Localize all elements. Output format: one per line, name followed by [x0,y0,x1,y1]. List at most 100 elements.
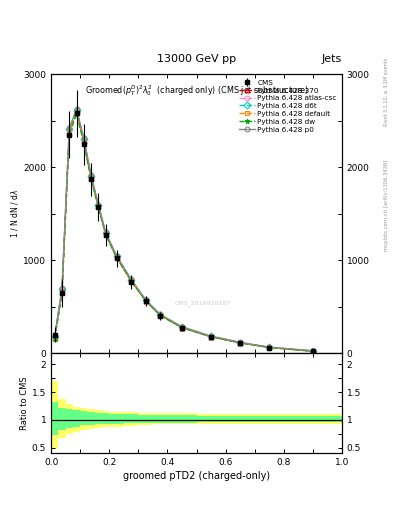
Pythia 6.428 d6t [67,126,72,132]
Pythia 6.428 d6t [143,297,148,303]
Pythia 6.428 p0 [81,135,86,141]
Pythia 6.428 atlas-csc [96,202,101,208]
Pythia 6.428 atlas-csc [89,174,94,180]
Pythia 6.428 default [60,288,64,294]
Pythia 6.428 default [238,339,242,346]
Pythia 6.428 default [67,129,72,135]
Pythia 6.428 dw [143,297,148,304]
Y-axis label: 1 / $\mathrm{N}$ d$\mathrm{N}$ / d$\lambda$: 1 / $\mathrm{N}$ d$\mathrm{N}$ / d$\lamb… [9,189,20,238]
Pythia 6.428 dw [60,289,64,295]
Pythia 6.428 p0 [96,201,101,207]
Pythia 6.428 370 [96,203,101,209]
Pythia 6.428 d6t [74,107,79,113]
Pythia 6.428 p0 [52,333,57,339]
Pythia 6.428 dw [238,340,242,346]
Pythia 6.428 atlas-csc [310,348,315,354]
Pythia 6.428 default [96,203,101,209]
Pythia 6.428 p0 [114,252,119,259]
Pythia 6.428 dw [158,312,163,318]
Pythia 6.428 370 [74,109,79,115]
Pythia 6.428 dw [180,325,184,331]
Pythia 6.428 atlas-csc [60,287,64,293]
Pythia 6.428 default [114,254,119,260]
Pythia 6.428 d6t [60,286,64,292]
Pythia 6.428 d6t [267,344,272,350]
Pythia 6.428 atlas-csc [67,127,72,133]
Pythia 6.428 d6t [310,348,315,354]
Pythia 6.428 atlas-csc [158,312,163,318]
Pythia 6.428 p0 [67,125,72,131]
Pythia 6.428 p0 [238,339,242,346]
Pythia 6.428 dw [81,140,86,146]
Pythia 6.428 default [129,278,134,284]
Text: Jets: Jets [321,54,342,64]
Pythia 6.428 p0 [310,348,315,354]
Pythia 6.428 atlas-csc [143,297,148,303]
Pythia 6.428 atlas-csc [209,333,213,339]
Pythia 6.428 p0 [60,285,64,291]
Line: Pythia 6.428 370: Pythia 6.428 370 [52,109,315,354]
Pythia 6.428 d6t [52,334,57,340]
Pythia 6.428 atlas-csc [129,277,134,283]
Pythia 6.428 default [267,345,272,351]
Pythia 6.428 atlas-csc [74,108,79,114]
Pythia 6.428 370 [238,340,242,346]
Pythia 6.428 default [103,231,108,237]
Pythia 6.428 370 [143,297,148,304]
Pythia 6.428 atlas-csc [52,334,57,340]
Pythia 6.428 370 [52,335,57,341]
Pythia 6.428 atlas-csc [238,339,242,346]
Pythia 6.428 default [81,138,86,144]
Line: Pythia 6.428 dw: Pythia 6.428 dw [52,112,315,354]
X-axis label: groomed pTD2 (charged-only): groomed pTD2 (charged-only) [123,471,270,481]
Pythia 6.428 atlas-csc [267,344,272,350]
Pythia 6.428 p0 [180,324,184,330]
Pythia 6.428 dw [267,345,272,351]
Pythia 6.428 dw [310,348,315,354]
Pythia 6.428 default [74,109,79,115]
Line: Pythia 6.428 d6t: Pythia 6.428 d6t [52,108,315,353]
Pythia 6.428 atlas-csc [81,137,86,143]
Pythia 6.428 370 [89,175,94,181]
Pythia 6.428 d6t [89,173,94,179]
Pythia 6.428 370 [114,254,119,260]
Pythia 6.428 dw [52,335,57,342]
Text: Groomed$(p_T^D)^2\lambda_0^2$  (charged only) (CMS jet substructure): Groomed$(p_T^D)^2\lambda_0^2$ (charged o… [84,82,309,97]
Pythia 6.428 d6t [81,136,86,142]
Pythia 6.428 370 [103,231,108,237]
Pythia 6.428 d6t [96,202,101,208]
Pythia 6.428 dw [114,254,119,261]
Pythia 6.428 atlas-csc [103,230,108,237]
Pythia 6.428 default [180,325,184,331]
Line: Pythia 6.428 default: Pythia 6.428 default [52,110,315,353]
Text: 13000 GeV pp: 13000 GeV pp [157,54,236,64]
Pythia 6.428 default [158,312,163,318]
Pythia 6.428 p0 [74,106,79,112]
Pythia 6.428 dw [209,334,213,340]
Pythia 6.428 370 [310,348,315,354]
Pythia 6.428 d6t [158,312,163,318]
Pythia 6.428 d6t [129,276,134,283]
Pythia 6.428 dw [96,204,101,210]
Pythia 6.428 370 [209,334,213,340]
Pythia 6.428 p0 [158,311,163,317]
Pythia 6.428 atlas-csc [180,324,184,330]
Pythia 6.428 370 [180,325,184,331]
Y-axis label: Ratio to CMS: Ratio to CMS [20,376,29,430]
Text: mcplots.cern.ch [arXiv:1306.3436]: mcplots.cern.ch [arXiv:1306.3436] [384,159,389,250]
Text: CMS_2019920187: CMS_2019920187 [174,301,230,306]
Pythia 6.428 dw [74,111,79,117]
Pythia 6.428 d6t [238,339,242,346]
Line: Pythia 6.428 p0: Pythia 6.428 p0 [52,106,315,353]
Pythia 6.428 atlas-csc [114,253,119,260]
Pythia 6.428 p0 [209,333,213,339]
Pythia 6.428 d6t [180,324,184,330]
Pythia 6.428 dw [89,176,94,182]
Pythia 6.428 dw [67,131,72,137]
Pythia 6.428 d6t [114,253,119,259]
Text: Rivet 3.1.10, ≥ 3.1M events: Rivet 3.1.10, ≥ 3.1M events [384,58,389,126]
Pythia 6.428 default [52,334,57,340]
Pythia 6.428 370 [67,130,72,136]
Pythia 6.428 default [209,333,213,339]
Legend: CMS, Pythia 6.428 370, Pythia 6.428 atlas-csc, Pythia 6.428 d6t, Pythia 6.428 de: CMS, Pythia 6.428 370, Pythia 6.428 atla… [237,78,338,134]
